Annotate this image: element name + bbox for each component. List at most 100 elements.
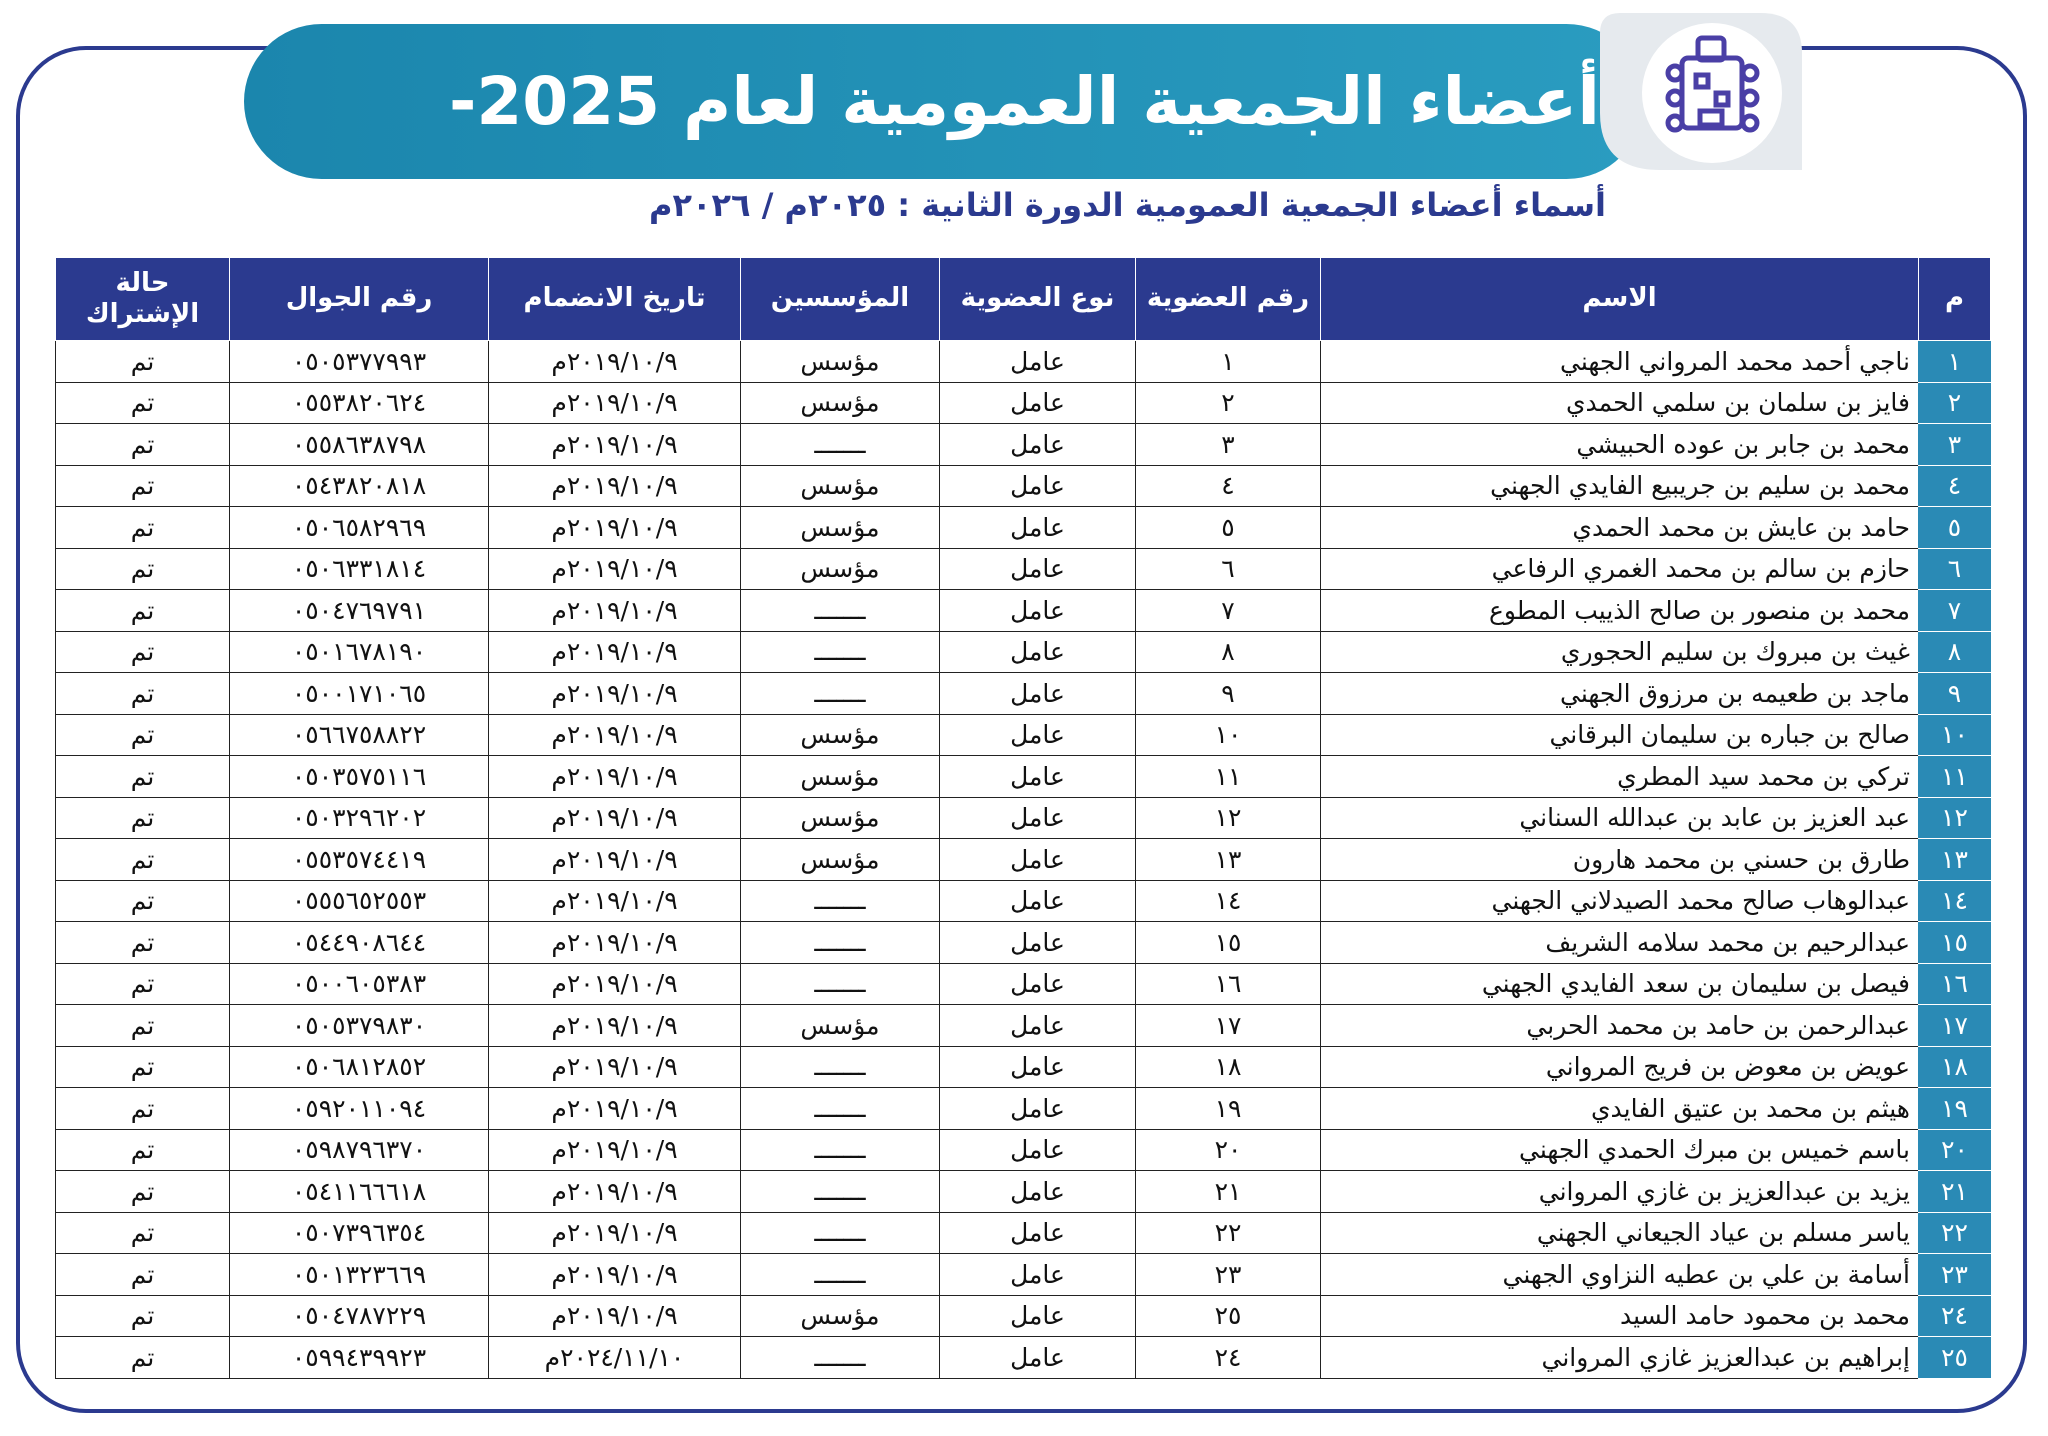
table-cell: أسامة بن علي بن عطيه النزاوي الجهني: [1320, 1253, 1919, 1296]
table-row: ٢٣ أسامة بن علي بن عطيه النزاوي الجهني ٢٣ ع…: [55, 1253, 1991, 1296]
column-header: تاريخ الانضمام: [488, 257, 741, 341]
column-header: المؤسسين: [740, 257, 940, 341]
table-cell: ٠٥٥٥٦٥٢٥٥٣: [229, 879, 489, 922]
table-cell: تم: [55, 506, 230, 549]
table-cell: تم: [55, 672, 230, 715]
table-cell: فايز بن سلمان بن سلمي الحمدي: [1320, 381, 1919, 424]
table-cell: تم: [55, 589, 230, 632]
table-cell: ٠٥٠٤٧٨٧٢٢٩: [229, 1294, 489, 1337]
table-cell: مؤسس: [740, 1004, 940, 1047]
table-cell: ٣: [1135, 423, 1321, 466]
table-cell: ١٨: [1918, 1045, 1991, 1088]
column-header: الاسم: [1320, 257, 1919, 341]
table-cell: ١٩: [1918, 1087, 1991, 1130]
table-cell: ١١: [1918, 755, 1991, 798]
table-cell: عامل: [939, 423, 1136, 466]
page-title: أعضاء الجمعية العمومية لعام 2025-2026م: [448, 63, 1600, 295]
table-cell: ـــــــ: [740, 1211, 940, 1254]
table-cell: ٠٥٤٣٨٢٠٨١٨: [229, 464, 489, 507]
table-row: ١٢ عبد العزيز بن عابد بن عبدالله السناني ١…: [55, 796, 1991, 839]
table-row: ٥ حامد بن عايش بن محمد الحمدي ٥ عامل مؤسس ٢٠١…: [55, 506, 1991, 549]
table-cell: تم: [55, 1087, 230, 1130]
column-header: حالة الإشتراك: [55, 257, 230, 341]
table-cell: ٢٠١٩/١٠/٩م: [488, 547, 741, 590]
table-cell: ٢٠١٩/١٠/٩م: [488, 506, 741, 549]
table-cell: ١: [1135, 340, 1321, 383]
table-cell: تم: [55, 1170, 230, 1213]
table-cell: عبدالوهاب صالح محمد الصيدلاني الجهني: [1320, 879, 1919, 922]
table-cell: ـــــــ: [740, 1128, 940, 1171]
table-cell: تم: [55, 547, 230, 590]
table-cell: عامل: [939, 381, 1136, 424]
table-cell: ٢٢: [1918, 1211, 1991, 1254]
table-cell: إبراهيم بن عبدالعزيز غازي المرواني: [1320, 1336, 1919, 1379]
table-cell: عامل: [939, 1128, 1136, 1171]
table-cell: تم: [55, 1253, 230, 1296]
table-row: ١٧ عبدالرحمن بن حامد بن محمد الحربي ١٧ عامل…: [55, 1004, 1991, 1047]
table-cell: ٠٥٠٦٨١٢٨٥٢: [229, 1045, 489, 1088]
table-cell: ياسر مسلم بن عياد الجيعاني الجهني: [1320, 1211, 1919, 1254]
logo: [1600, 13, 1802, 170]
table-cell: ٢٢: [1135, 1211, 1321, 1254]
table-cell: ٢٠١٩/١٠/٩م: [488, 423, 741, 466]
table-row: ٦ حازم بن سالم بن محمد الغمري الرفاعي ٦ عام…: [55, 547, 1991, 590]
table-cell: ٦: [1135, 547, 1321, 590]
table-cell: ١٦: [1135, 962, 1321, 1005]
table-cell: ٠٥٤١١٦٦٦١٨: [229, 1170, 489, 1213]
table-cell: ـــــــ: [740, 423, 940, 466]
table-cell: تم: [55, 1211, 230, 1254]
table-cell: ١٤: [1918, 879, 1991, 922]
table-cell: ـــــــ: [740, 879, 940, 922]
table-cell: ١٦: [1918, 962, 1991, 1005]
table-cell: محمد بن جابر بن عوده الحبيشي: [1320, 423, 1919, 466]
table-cell: ـــــــ: [740, 1170, 940, 1213]
table-cell: ١٤: [1135, 879, 1321, 922]
table-cell: ٢٠٢٤/١١/١٠م: [488, 1336, 741, 1379]
table-cell: عامل: [939, 879, 1136, 922]
table-cell: عامل: [939, 796, 1136, 839]
table-cell: تم: [55, 796, 230, 839]
table-cell: ٤: [1135, 464, 1321, 507]
table-cell: ٠٥٠٠٦٠٥٣٨٣: [229, 962, 489, 1005]
table-cell: ٢٤: [1918, 1294, 1991, 1337]
table-cell: ١٨: [1135, 1045, 1321, 1088]
table-row: ١ ناجي أحمد محمد المرواني الجهني ١ عامل مؤسس…: [55, 340, 1991, 383]
table-row: ٢٠ باسم خميس بن مبرك الحمدي الجهني ٢٠ عامل ـ…: [55, 1128, 1991, 1171]
table-cell: ٠٥٠١٣٢٣٦٦٩: [229, 1253, 489, 1296]
table-cell: ٢٠١٩/١٠/٩م: [488, 1128, 741, 1171]
table-cell: عامل: [939, 506, 1136, 549]
table-cell: ٢٠١٩/١٠/٩م: [488, 464, 741, 507]
table-cell: ـــــــ: [740, 1087, 940, 1130]
table-cell: فيصل بن سليمان بن سعد الفايدي الجهني: [1320, 962, 1919, 1005]
table-cell: ٩: [1135, 672, 1321, 715]
table-cell: ٠٥٠٦٥٨٢٩٦٩: [229, 506, 489, 549]
table-cell: ناجي أحمد محمد المرواني الجهني: [1320, 340, 1919, 383]
table-cell: ٢٠١٩/١٠/٩م: [488, 1170, 741, 1213]
table-row: ٧ محمد بن منصور بن صالح الذييب المطوع ٧ عام…: [55, 589, 1991, 632]
table-cell: ٢٠١٩/١٠/٩م: [488, 921, 741, 964]
table-cell: تم: [55, 713, 230, 756]
table-cell: ٢٥: [1135, 1294, 1321, 1337]
table-cell: ١٧: [1135, 1004, 1321, 1047]
table-cell: تم: [55, 340, 230, 383]
table-cell: ٠٥٠٠١٧١٠٦٥: [229, 672, 489, 715]
table-body: ١ ناجي أحمد محمد المرواني الجهني ١ عامل مؤسس…: [55, 340, 1991, 1379]
table-row: ٤ محمد بن سليم بن جريبيع الفايدي الجهني ٤ ع…: [55, 464, 1991, 507]
table-cell: ٢٠١٩/١٠/٩م: [488, 672, 741, 715]
table-cell: عامل: [939, 1170, 1136, 1213]
table-cell: ٤: [1918, 464, 1991, 507]
table-row: ١٨ عويض بن معوض بن فريج المرواني ١٨ عامل ـــ…: [55, 1045, 1991, 1088]
table-cell: ٥: [1135, 506, 1321, 549]
table-cell: ٢٠١٩/١٠/٩م: [488, 1087, 741, 1130]
table-cell: ٢٠١٩/١٠/٩م: [488, 1294, 741, 1337]
table-cell: تركي بن محمد سيد المطري: [1320, 755, 1919, 798]
table-row: ١٠ صالح بن جباره بن سليمان البرقاني ١٠ عامل…: [55, 713, 1991, 756]
table-cell: ٠٥٥٣٨٢٠٦٢٤: [229, 381, 489, 424]
table-cell: ١٥: [1918, 921, 1991, 964]
table-cell: يزيد بن عبدالعزيز بن غازي المرواني: [1320, 1170, 1919, 1213]
table-cell: ٢٠١٩/١٠/٩م: [488, 962, 741, 1005]
table-cell: ٩: [1918, 672, 1991, 715]
table-row: ١٥ عبدالرحيم بن محمد سلامه الشريف ١٥ عامل ــ…: [55, 921, 1991, 964]
title-banner: [244, 24, 1644, 179]
table-cell: عامل: [939, 755, 1136, 798]
